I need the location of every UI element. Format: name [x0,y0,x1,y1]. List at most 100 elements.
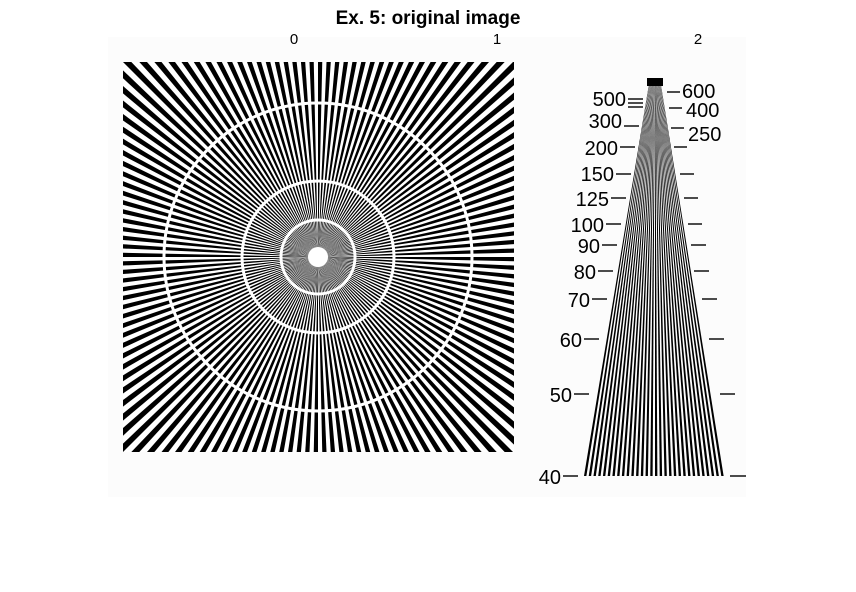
star-spoke [123,138,318,257]
star-spoke [123,218,318,257]
star-spoke [123,171,318,257]
wedge-bar [645,84,655,476]
star-spoke [318,62,366,257]
star-spoke [318,62,357,257]
star-spoke [318,62,490,257]
figure-title: Ex. 5: original image [335,8,521,29]
star-spoke [123,200,318,257]
wedge-bar [657,84,682,476]
star-spoke [318,62,449,257]
star-spoke [123,257,318,266]
star-spoke [123,257,318,382]
star-spoke [318,62,323,257]
star-spoke [318,62,404,257]
wedge-label: 70 [568,290,590,312]
star-ring [162,101,474,413]
star-spoke [211,257,318,452]
star-spoke [318,213,514,257]
resolution-wedge: 500 300 200 150 125 100 90 80 70 60 50 4… [539,78,746,489]
wedge-label: 250 [688,124,721,146]
star-spoke [318,257,389,452]
wedge-bar [659,84,710,476]
wedge-bar [650,84,655,476]
wedge-bar [655,84,663,476]
wedge-bar [657,84,691,476]
star-spoke [318,257,431,452]
star-spoke [318,62,375,257]
star-spoke [123,252,318,257]
star-spoke [123,226,318,257]
star-spoke [318,239,514,257]
wedge-bar [617,84,652,476]
star-spoke [123,100,318,257]
star-spoke [175,257,318,452]
star-spoke [318,257,420,452]
wedge-bar [621,84,653,476]
wedge-bar [631,84,654,476]
star-spoke [318,257,399,452]
star-spoke [261,257,318,452]
star-spoke [318,92,514,257]
wedge-bar [612,84,652,476]
star-spoke [287,257,318,452]
star-spoke [318,257,497,452]
star-spoke [318,257,514,401]
star-spoke [270,257,318,452]
wedge-label: 40 [539,467,561,489]
star-ring [279,218,357,296]
star-spoke [251,257,318,452]
star-spoke [318,257,514,344]
star-spoke [123,257,318,319]
star-spoke [123,257,318,338]
star-spoke [123,257,318,407]
wedge-label: 500 [593,89,626,111]
star-spoke [318,257,362,452]
wedge-label: 80 [574,262,596,284]
star-spokes [123,62,514,452]
wedge-bar [656,84,677,476]
wedge-label: 150 [581,164,614,186]
star-spoke [168,62,318,257]
wedge-label: 60 [560,330,582,352]
star-spoke [318,257,336,452]
star-spoke [318,248,514,257]
star-spoke [123,150,318,257]
star-spoke [318,257,514,429]
star-spoke [216,62,318,257]
wedge-label: 50 [550,385,572,407]
star-spoke [296,257,318,452]
star-spoke [318,77,514,257]
star-spoke [146,257,318,452]
wedge-bars [584,78,724,476]
star-spoke [318,62,437,257]
top-tick-label: 1 [493,31,501,48]
star-spoke [279,257,318,452]
star-spoke [247,62,318,257]
wedge-bar [640,84,654,476]
star-spoke [123,181,318,257]
star-spoke [318,106,514,257]
wedge-bar [659,84,715,476]
wedge-bar [636,84,654,476]
star-spoke [318,62,349,257]
wedge-bar [660,84,724,476]
wedge-label: 100 [571,215,604,237]
star-spoke [123,85,318,257]
star-center [308,247,328,267]
wedge-tip [647,78,663,86]
star-spoke [123,257,318,394]
star-spoke [318,204,514,257]
wedge-tick-marks [563,91,746,477]
star-spoke [309,62,318,257]
star-spoke [305,257,318,452]
star-spoke [123,257,318,421]
star-spoke [181,62,318,257]
star-spoke [123,257,318,370]
wedge-label: 125 [576,189,609,211]
star-spoke [123,257,318,310]
wedge-bar [602,84,651,476]
star-spoke [154,62,318,257]
wedge-left-scale: 500 300 200 150 125 100 90 80 70 60 50 4… [539,89,626,489]
star-spoke [318,257,380,452]
star-spoke [123,126,318,257]
